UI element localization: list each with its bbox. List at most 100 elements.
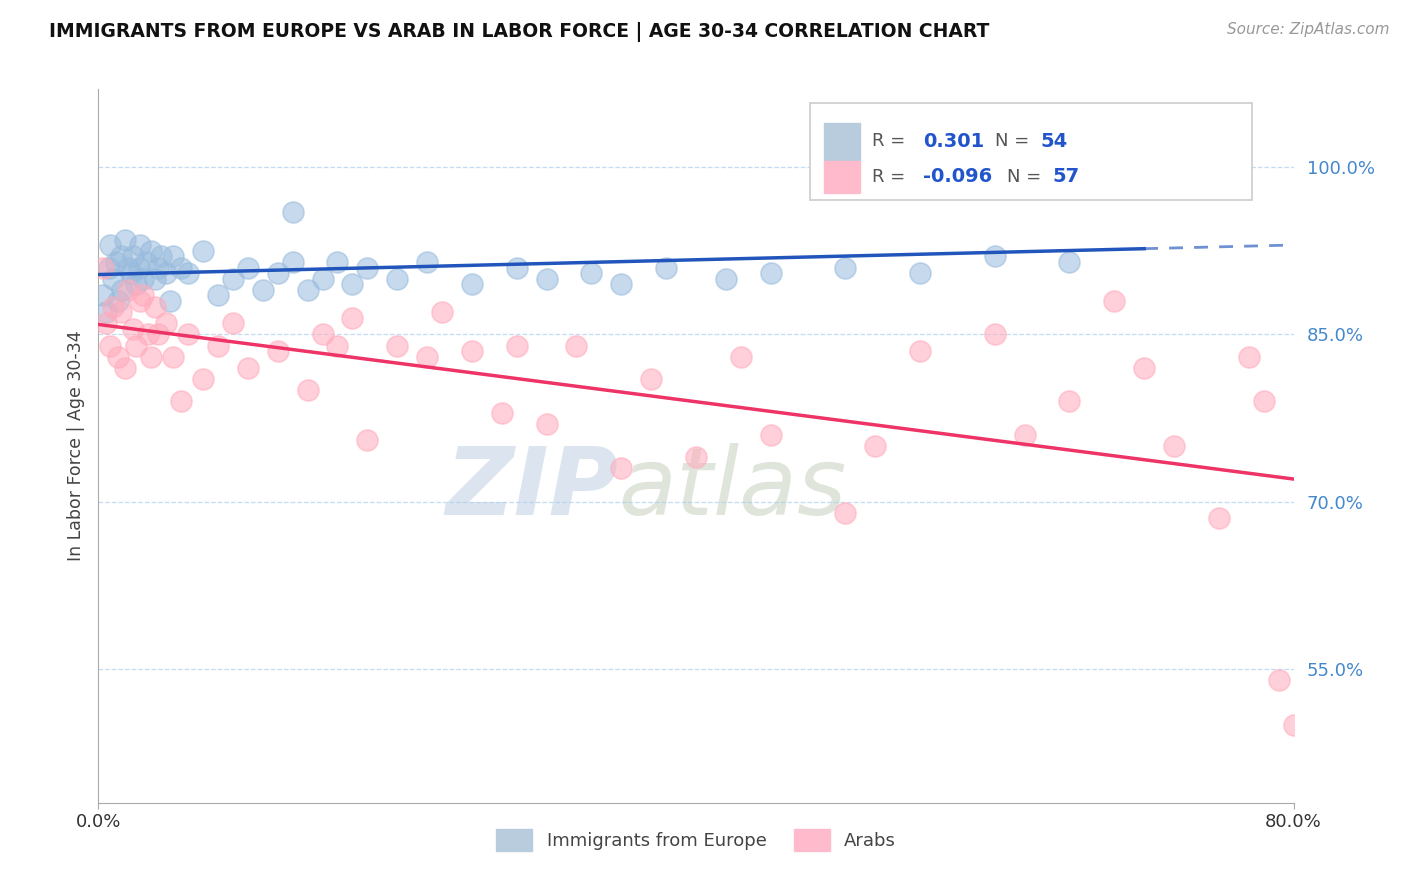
Point (150, 249, 173, 264)
Point (155, 316, 177, 330)
Text: 57: 57 (1052, 168, 1080, 186)
Point (1267, 673, 1289, 687)
Point (98, 338, 122, 352)
Point (1208, 511, 1230, 525)
Point (155, 266, 177, 280)
Point (536, 271, 558, 285)
Point (111, 283, 134, 297)
Point (759, 266, 782, 280)
Point (326, 338, 349, 352)
Point (581, 266, 603, 280)
Point (103, 271, 125, 285)
Point (1059, 394, 1081, 409)
Point (135, 255, 157, 269)
Point (565, 338, 588, 352)
Point (207, 288, 229, 302)
Point (177, 266, 200, 280)
Point (139, 244, 162, 258)
Point (191, 244, 214, 258)
Point (491, 405, 513, 419)
Point (759, 427, 782, 442)
Point (610, 461, 633, 475)
Point (311, 327, 333, 342)
Point (714, 271, 737, 285)
Point (416, 350, 439, 364)
Text: R =: R = (872, 132, 905, 150)
Point (311, 271, 333, 285)
Point (148, 260, 170, 275)
Point (267, 266, 290, 280)
Point (94, 316, 117, 330)
Point (117, 260, 139, 275)
Point (297, 283, 319, 297)
Point (162, 249, 184, 264)
Point (222, 316, 245, 330)
Point (169, 394, 191, 409)
Point (834, 260, 856, 275)
Point (136, 327, 159, 342)
Point (129, 293, 152, 308)
FancyBboxPatch shape (824, 123, 859, 161)
Point (114, 360, 136, 375)
Text: 0.301: 0.301 (922, 132, 984, 151)
Point (385, 338, 409, 352)
Point (655, 260, 678, 275)
Point (107, 293, 129, 308)
Point (297, 383, 319, 397)
Text: 54: 54 (1040, 132, 1067, 151)
Text: IMMIGRANTS FROM EUROPE VS ARAB IN LABOR FORCE | AGE 30-34 CORRELATION CHART: IMMIGRANTS FROM EUROPE VS ARAB IN LABOR … (49, 22, 990, 42)
Point (191, 372, 214, 386)
Point (207, 338, 229, 352)
Point (105, 255, 128, 269)
Point (121, 249, 143, 264)
Point (461, 344, 484, 359)
Point (177, 327, 200, 342)
Point (103, 300, 125, 314)
Point (143, 300, 166, 314)
Point (506, 260, 529, 275)
Point (984, 249, 1007, 264)
Y-axis label: In Labor Force | Age 30-34: In Labor Force | Age 30-34 (66, 331, 84, 561)
Point (281, 255, 304, 269)
Point (326, 255, 349, 269)
Point (385, 271, 409, 285)
Point (125, 338, 148, 352)
Point (169, 260, 191, 275)
Point (139, 350, 162, 364)
Point (356, 434, 378, 448)
Point (110, 305, 132, 319)
Point (908, 266, 931, 280)
Point (536, 417, 558, 431)
Point (159, 293, 181, 308)
Point (1014, 427, 1036, 442)
Point (97, 260, 120, 275)
Point (342, 310, 364, 325)
Point (908, 344, 931, 359)
Point (143, 271, 166, 285)
Point (281, 205, 304, 219)
Point (132, 288, 155, 302)
Point (640, 372, 662, 386)
Point (1133, 360, 1156, 375)
Point (125, 277, 148, 292)
Point (148, 327, 170, 342)
Point (110, 249, 132, 264)
Point (356, 260, 378, 275)
Point (252, 283, 274, 297)
Point (128, 260, 150, 275)
Point (129, 238, 152, 252)
Point (236, 360, 259, 375)
Point (267, 344, 290, 359)
Point (1133, 149, 1156, 163)
FancyBboxPatch shape (810, 103, 1251, 200)
Point (98, 238, 122, 252)
Point (685, 450, 707, 464)
Text: R =: R = (872, 168, 905, 186)
Text: N =: N = (1007, 168, 1040, 186)
Point (132, 271, 155, 285)
Point (114, 233, 136, 247)
Text: Source: ZipAtlas.com: Source: ZipAtlas.com (1226, 22, 1389, 37)
Text: N =: N = (995, 132, 1029, 150)
Point (91, 288, 114, 302)
Point (730, 350, 752, 364)
